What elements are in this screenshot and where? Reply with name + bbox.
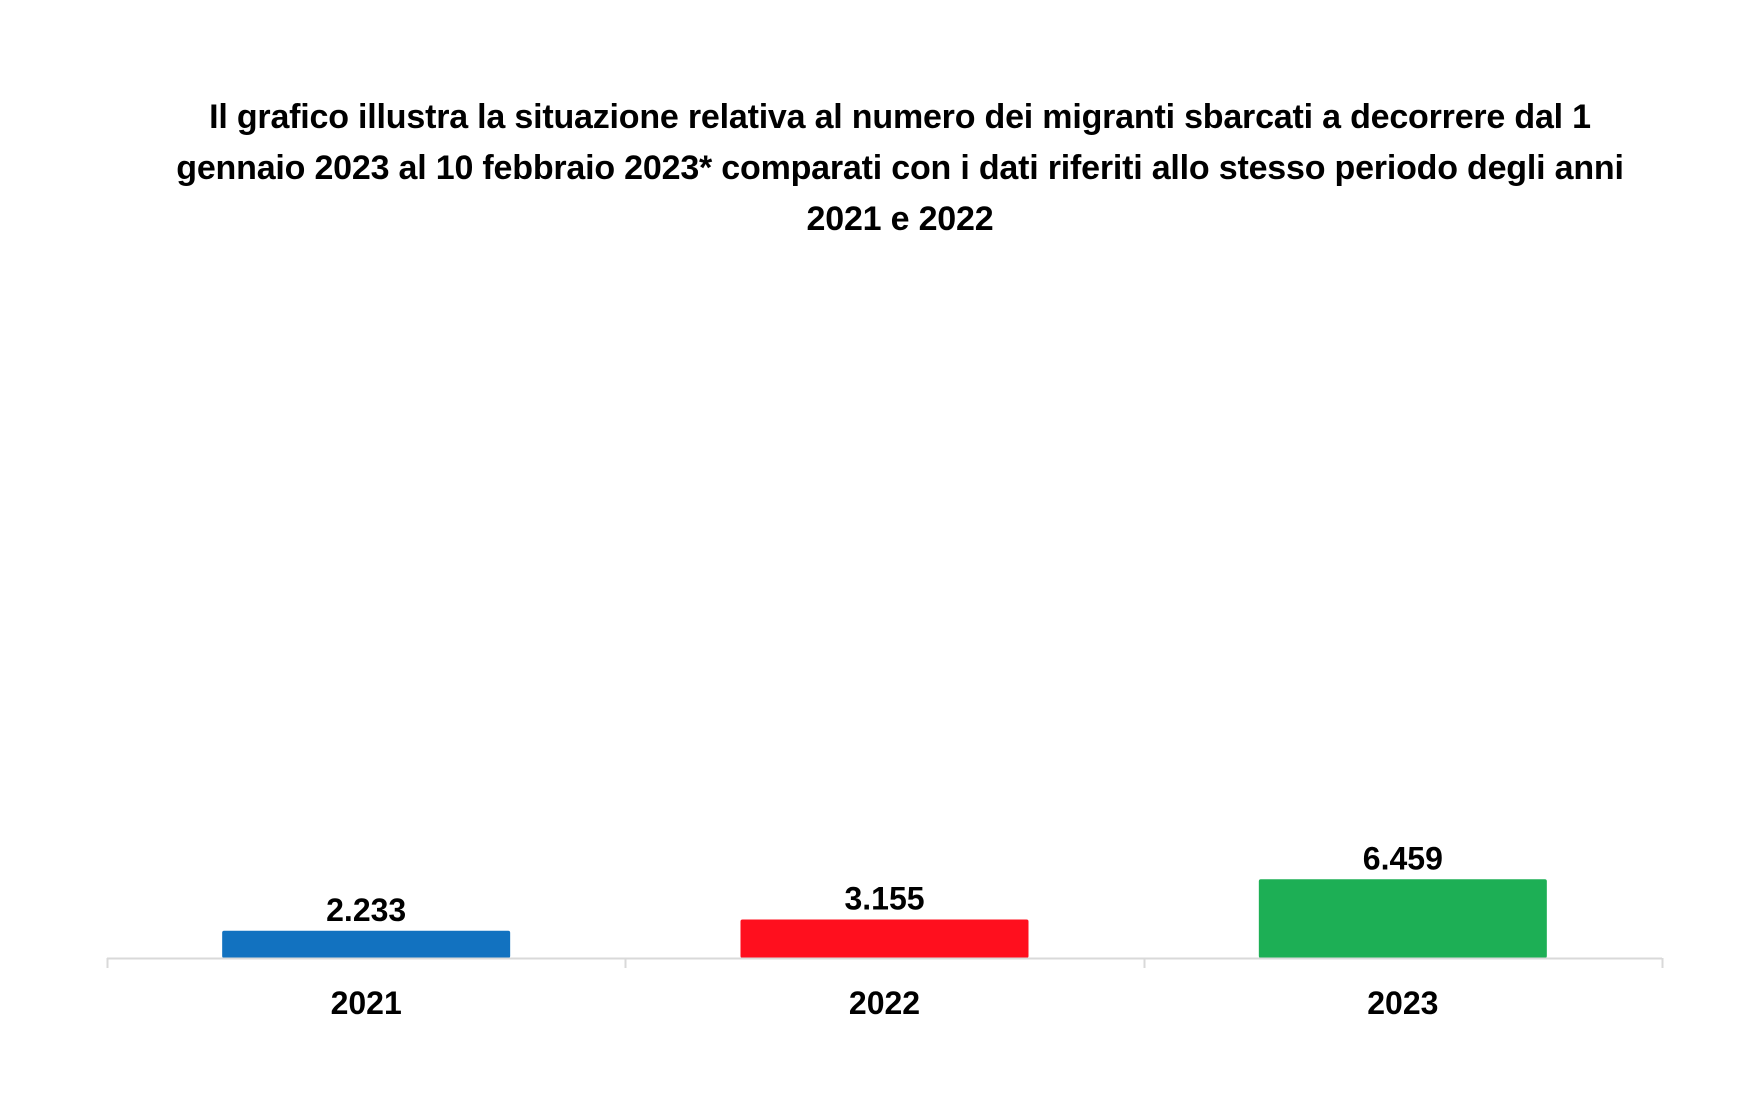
bar-2023	[1258, 879, 1547, 958]
labels-layer: 2.233 2021 3.155 2022 6.459 2023	[326, 840, 1443, 1021]
chart-title: Il grafico illustra la situazione relati…	[176, 98, 1624, 238]
bar-2021	[222, 930, 511, 958]
data-label-2022: 3.155	[844, 881, 924, 917]
bars-layer	[222, 879, 1547, 958]
x-tick-label-2022: 2022	[849, 985, 920, 1021]
data-label-2023: 6.459	[1363, 840, 1443, 876]
x-tick-label-2021: 2021	[331, 985, 402, 1021]
x-axis	[106, 957, 1664, 968]
x-tick-label-2023: 2023	[1367, 985, 1438, 1021]
data-label-2021: 2.233	[326, 892, 406, 928]
bar-2022	[740, 919, 1029, 958]
